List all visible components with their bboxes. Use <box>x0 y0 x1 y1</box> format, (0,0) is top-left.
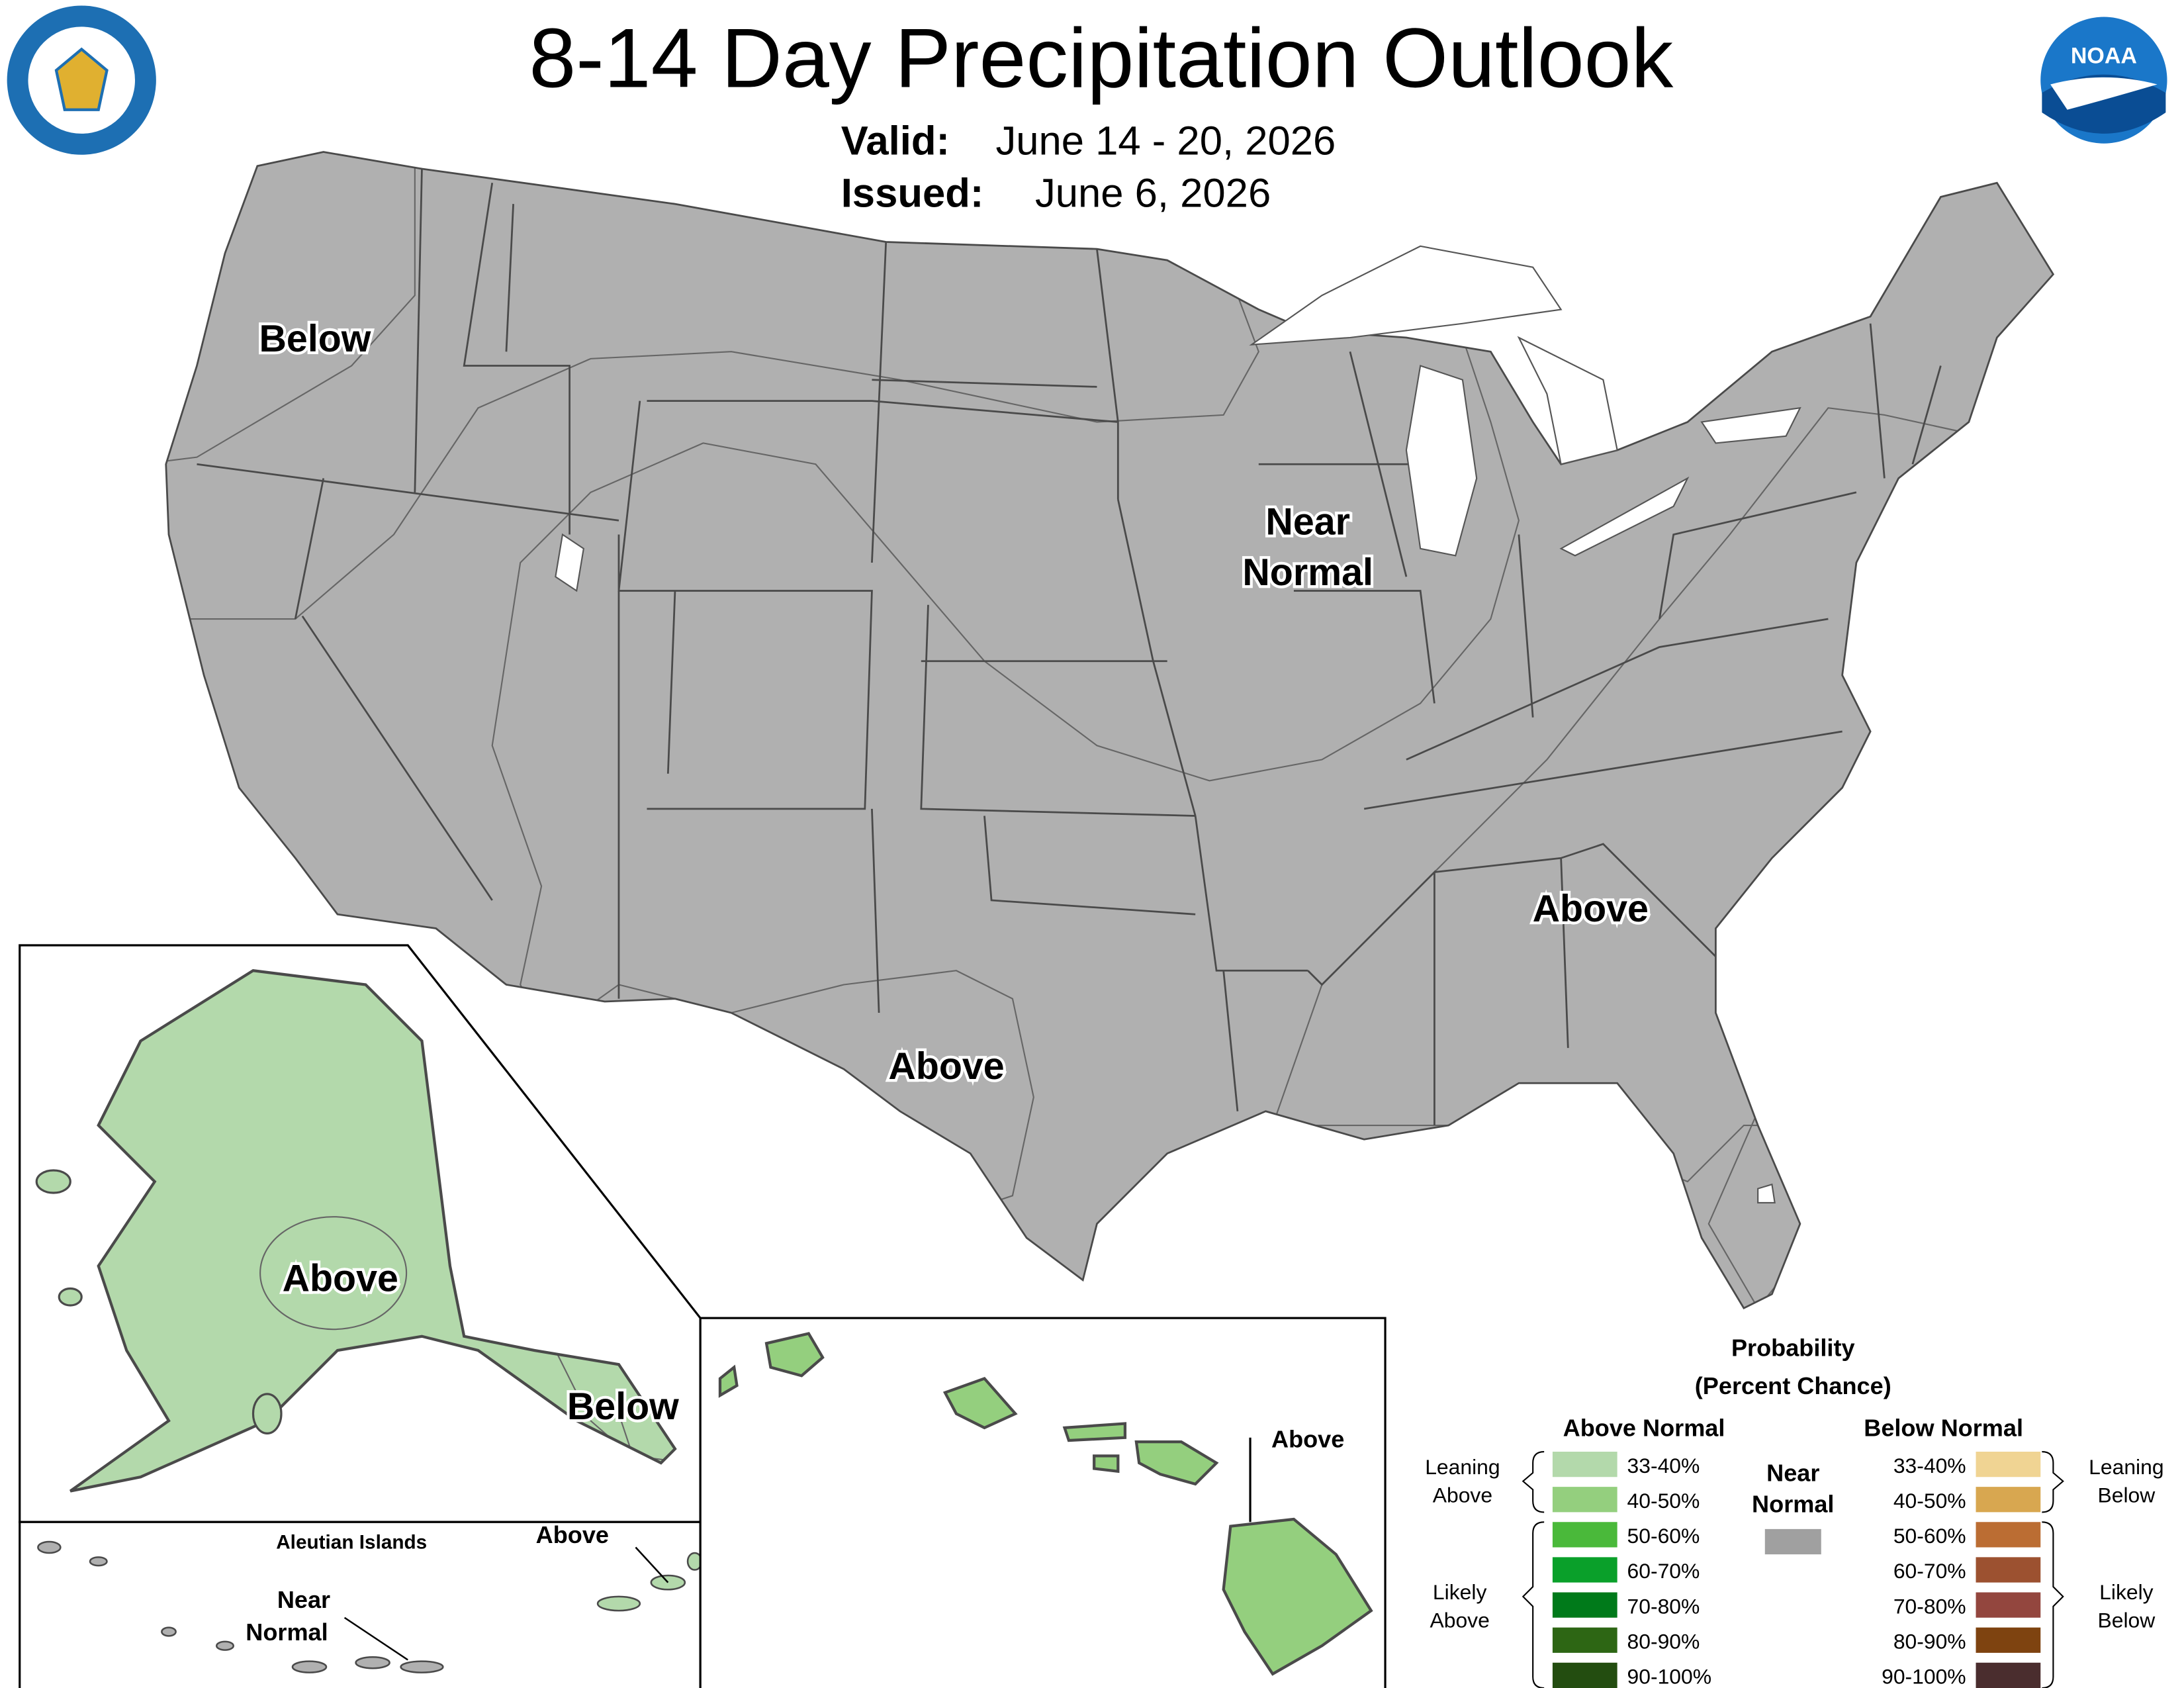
below-range: 70-80% <box>1893 1594 1966 1618</box>
above-range: 80-90% <box>1627 1629 1700 1653</box>
below-swatch <box>1976 1557 2041 1583</box>
legend-title-2: (Percent Chance) <box>1695 1372 1891 1399</box>
leaning-below-1: Leaning <box>2089 1455 2163 1479</box>
noaa-text: NOAA <box>2071 44 2137 69</box>
near-heading-2: Normal <box>1752 1490 1834 1517</box>
above-swatch <box>1552 1452 1617 1477</box>
title: 8-14 Day Precipitation Outlook <box>529 12 1673 106</box>
commerce-seal <box>7 5 156 155</box>
aleutian-title: Aleutian Islands <box>276 1532 427 1554</box>
above-swatch <box>1552 1522 1617 1548</box>
label-near-2: Normal <box>1242 551 1373 594</box>
below-swatch <box>1976 1487 2041 1513</box>
below-swatch <box>1976 1627 2041 1653</box>
likely-below-2: Below <box>2097 1609 2156 1632</box>
leaning-above-2: Above <box>1433 1483 1492 1507</box>
above-range: 60-70% <box>1627 1559 1700 1583</box>
near-swatch <box>1764 1528 1821 1555</box>
below-swatch <box>1976 1452 2041 1477</box>
below-heading: Below Normal <box>1864 1415 2023 1442</box>
noaa-logo: NOAA <box>2040 17 2167 144</box>
likely-below-1: Likely <box>2099 1580 2154 1604</box>
above-swatch <box>1552 1592 1617 1618</box>
legend: Probability (Percent Chance) Above Norma… <box>1425 1334 2164 1688</box>
label-below: Below <box>259 318 371 360</box>
below-range: 50-60% <box>1893 1524 1966 1548</box>
below-range: 90-100% <box>1882 1665 1966 1688</box>
leaning-below-2: Below <box>2097 1483 2156 1507</box>
above-range: 33-40% <box>1627 1454 1700 1477</box>
label-above-se: Above <box>1533 888 1649 930</box>
issued-date: June 6, 2026 <box>1035 170 1271 216</box>
above-range: 40-50% <box>1627 1489 1700 1513</box>
below-range: 60-70% <box>1893 1559 1966 1583</box>
likely-above-2: Above <box>1430 1609 1489 1632</box>
below-range: 33-40% <box>1893 1454 1966 1477</box>
label-near-1: Near <box>1265 500 1350 543</box>
above-range: 70-80% <box>1627 1594 1700 1618</box>
above-swatch <box>1552 1557 1617 1583</box>
issued-label: Issued: <box>841 170 984 216</box>
above-range: 90-100% <box>1627 1665 1712 1688</box>
label-aleut-near-1: Near <box>277 1586 330 1613</box>
near-heading-1: Near <box>1766 1460 1819 1487</box>
above-swatch <box>1552 1487 1617 1513</box>
label-aleut-above: Above <box>536 1521 609 1548</box>
label-above-tx: Above <box>888 1045 1004 1088</box>
below-swatch <box>1976 1522 2041 1548</box>
valid-date: June 14 - 20, 2026 <box>995 118 1336 164</box>
great-lakes <box>555 245 1801 1203</box>
above-range: 50-60% <box>1627 1524 1700 1548</box>
above-heading: Above Normal <box>1563 1415 1725 1442</box>
above-swatch <box>1552 1662 1617 1688</box>
likely-above-1: Likely <box>1433 1580 1487 1604</box>
above-swatch <box>1552 1627 1617 1653</box>
label-ak-below: Below <box>567 1385 679 1428</box>
valid-label: Valid: <box>841 118 950 164</box>
label-aleut-near-2: Normal <box>246 1618 328 1646</box>
below-swatch <box>1976 1592 2041 1618</box>
label-ak-above: Above <box>283 1258 398 1300</box>
legend-title-1: Probability <box>1731 1334 1855 1361</box>
below-swatch <box>1976 1662 2041 1688</box>
below-range: 40-50% <box>1893 1489 1966 1513</box>
below-range: 80-90% <box>1893 1629 1966 1653</box>
hawaii <box>718 1332 1373 1676</box>
leaning-above-1: Leaning <box>1425 1455 1500 1479</box>
label-hi-above: Above <box>1271 1426 1344 1453</box>
